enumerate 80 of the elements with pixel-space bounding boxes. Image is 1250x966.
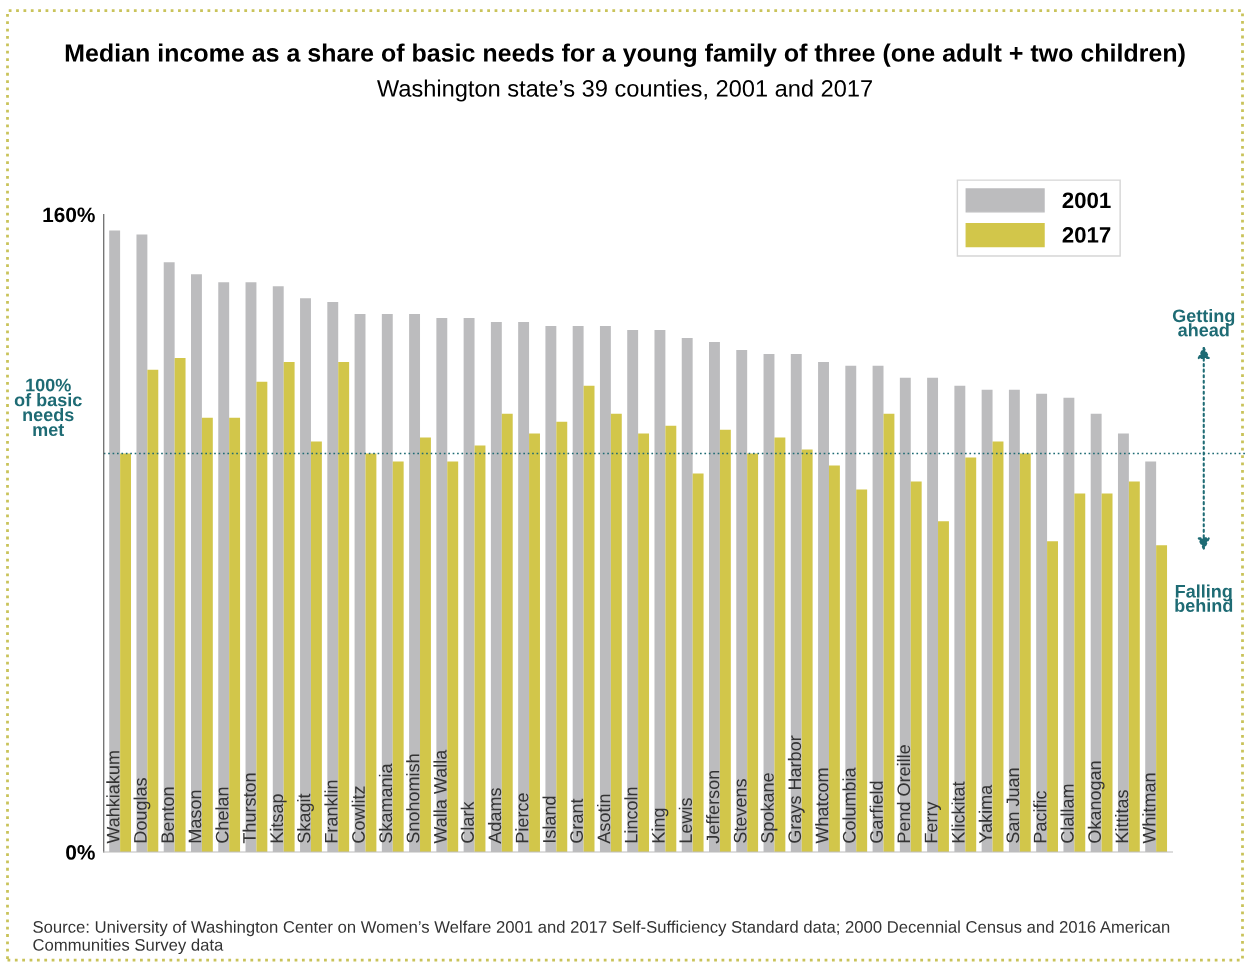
bar — [420, 437, 431, 853]
bar — [501, 413, 513, 853]
legend-label: 2001 — [1062, 192, 1111, 209]
x-tick-label: Snohomish — [406, 754, 420, 843]
bar — [719, 429, 731, 853]
x-tick-label: Stevens — [733, 779, 747, 843]
bar — [1128, 481, 1140, 853]
x-tick-label: Whitman — [1142, 773, 1156, 844]
bar — [828, 465, 840, 853]
x-tick-label: San Juan — [1006, 768, 1020, 843]
x-tick-label: Jefferson — [706, 770, 720, 844]
bar — [229, 417, 241, 853]
x-tick-label: Skagit — [297, 793, 314, 843]
x-tick-label: Douglas — [133, 778, 151, 843]
bar — [365, 453, 377, 853]
x-tick-label: Mason — [188, 790, 202, 843]
bar — [692, 473, 704, 853]
bar — [747, 453, 759, 853]
bar — [529, 433, 540, 853]
x-tick-label: Thurston — [242, 773, 256, 844]
bar — [474, 445, 486, 853]
legend-label: 2017 — [1062, 227, 1111, 243]
bar — [583, 385, 595, 853]
bar — [556, 421, 568, 853]
bar — [1074, 493, 1086, 853]
ref-line-label: 100% of basic needs met — [14, 378, 82, 437]
x-tick-label: Franklin — [324, 780, 338, 843]
x-tick-label: Pierce — [515, 793, 529, 843]
x-tick-label: Pend Oreille — [896, 745, 911, 843]
bar — [338, 361, 350, 853]
x-tick-label: Chelan — [215, 787, 229, 843]
x-tick-label: Yakima — [978, 784, 992, 844]
x-tick-label: Clallam — [1060, 784, 1074, 843]
bar — [392, 461, 404, 853]
x-tick-label: Wahkiakum — [106, 751, 120, 844]
y-tick-label: 0% — [66, 845, 95, 860]
bar — [1156, 545, 1168, 853]
bar — [965, 457, 977, 853]
bar — [201, 417, 213, 853]
x-tick-label: Columbia — [842, 767, 856, 843]
bar — [120, 453, 132, 853]
x-tick-label: Asotin — [596, 794, 611, 844]
chart-title: Median income as a share of basic needs for a young family of three (one adult + two children) — [65, 43, 1185, 67]
x-tick-label: Benton — [161, 787, 175, 843]
x-tick-label: Spokane — [760, 773, 778, 843]
bar — [256, 381, 268, 853]
x-tick-label: Lincoln — [624, 787, 638, 843]
x-tick-label: Walla Walla — [433, 749, 447, 844]
bar — [992, 441, 1004, 853]
x-tick-label: Grays Harbor — [787, 735, 805, 843]
x-tick-label: Kittitas — [1115, 790, 1129, 843]
x-tick-label: Grant — [570, 798, 583, 843]
bar — [447, 461, 459, 853]
x-tick-label: Garfield — [869, 781, 883, 843]
bar — [910, 481, 922, 853]
x-tick-label: Island — [542, 796, 556, 843]
bar — [1019, 453, 1031, 853]
bar — [883, 413, 895, 853]
x-tick-label: Whatcom — [815, 768, 829, 844]
bar — [638, 433, 650, 853]
x-tick-label: Ferry — [924, 801, 941, 843]
bar — [856, 489, 868, 853]
bar — [610, 413, 622, 853]
x-tick-label: Skamania — [378, 763, 393, 843]
x-tick-label: Adams — [487, 788, 502, 844]
x-tick-label: Okanogan — [1087, 761, 1105, 843]
y-tick-label: 160% — [43, 207, 95, 223]
x-tick-label: Clark — [460, 801, 474, 843]
text: Getting ahead — [1172, 308, 1235, 337]
x-tick-label: Pacific — [1033, 790, 1047, 843]
chart-subtitle: Washington state’s 39 counties, 2001 and 2017 — [377, 79, 872, 102]
x-tick-label: Cowlitz — [351, 786, 365, 843]
bar — [1047, 541, 1058, 853]
x-tick-label: Lewis — [678, 798, 693, 843]
x-tick-label: Klickitat — [951, 781, 965, 843]
text: Falling behind — [1175, 584, 1233, 612]
x-tick-label: King — [651, 808, 669, 843]
source-note: Source: University of Washington Center on Women’s Welfare 2001 and 2017 Self-Sufficiency Standard data; 2000 Decennial Census and 2016 American Communities Survey data — [33, 920, 1170, 955]
x-tick-label: Kitsap — [269, 794, 287, 843]
bar — [174, 357, 186, 853]
